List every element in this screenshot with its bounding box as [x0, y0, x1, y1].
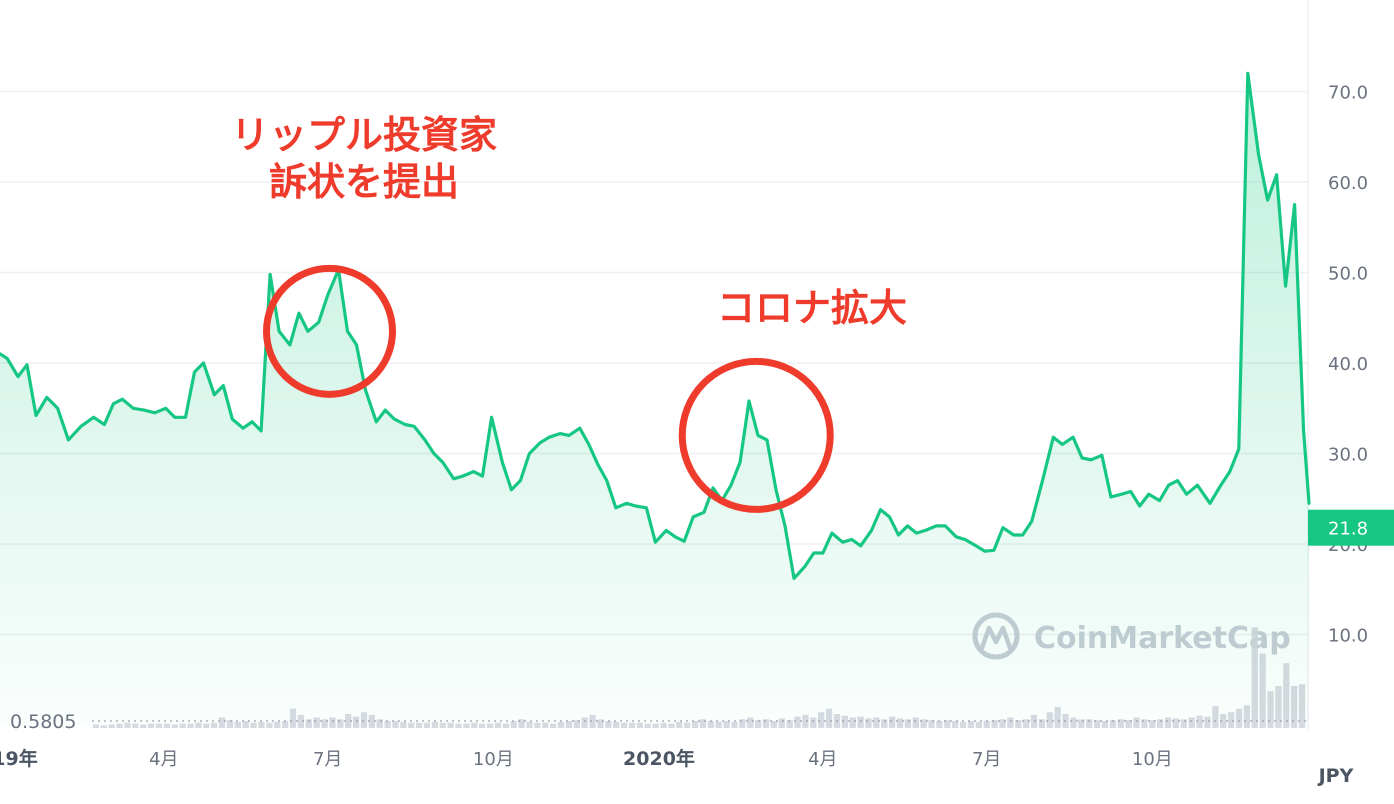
x-tick-label: 10月: [473, 749, 514, 770]
volume-bar: [132, 723, 139, 728]
volume-bar: [463, 723, 470, 728]
volume-bar: [660, 722, 667, 728]
volume-bar: [652, 723, 659, 728]
price-area-fill: [0, 73, 1309, 725]
volume-bar: [124, 722, 131, 728]
y-tick-label: 70.0: [1328, 83, 1368, 104]
y-tick-label: 50.0: [1328, 264, 1368, 285]
volume-bar: [147, 723, 155, 728]
volume-bar: [620, 722, 628, 728]
last-price-badge: [1308, 509, 1394, 546]
volume-bar: [416, 722, 423, 728]
axes: 10.020.030.040.050.060.070.00.580521.820…: [0, 83, 1394, 787]
min-price-label: 0.5805: [10, 711, 76, 733]
price-line: [0, 71, 1311, 580]
annotation-text: リップル投資家: [231, 113, 497, 157]
x-tick-label: 2019年: [0, 747, 38, 770]
x-tick-label: 10月: [1132, 749, 1173, 770]
volume-bar: [171, 724, 178, 728]
volume-bar: [644, 723, 651, 728]
volume-bar: [140, 724, 147, 728]
volume-bar: [636, 722, 644, 728]
x-tick-label: 7月: [972, 749, 1001, 770]
volume-bar: [486, 723, 494, 728]
volume-bar: [100, 725, 107, 728]
x-tick-label: 2020年: [623, 747, 695, 770]
volume-bar: [502, 723, 510, 728]
volume-bar: [250, 722, 257, 728]
volume-bar: [155, 723, 163, 728]
x-tick-label: 4月: [808, 749, 837, 770]
x-tick-label: 7月: [313, 749, 342, 770]
volume-bar: [494, 722, 502, 728]
annotation-circle: [263, 264, 397, 398]
last-price-label: 21.8: [1328, 519, 1368, 540]
volume-bar: [116, 723, 123, 728]
volume-bar: [187, 723, 194, 728]
x-tick-label: 4月: [149, 749, 178, 770]
y-tick-label: 30.0: [1328, 445, 1368, 466]
y-tick-label: 60.0: [1328, 173, 1368, 194]
y-tick-label: 10.0: [1328, 626, 1368, 647]
volume-bar: [534, 722, 541, 728]
volume-bar: [203, 723, 210, 728]
volume-bar: [211, 722, 218, 728]
currency-label: JPY: [1317, 765, 1354, 787]
volume-bar: [266, 722, 273, 728]
volume-bar: [447, 722, 454, 728]
volume-bar: [479, 723, 486, 728]
volume-bar: [439, 722, 446, 728]
volume-bar: [455, 723, 462, 728]
annotation-text: コロナ拡大: [717, 286, 907, 330]
y-tick-label: 40.0: [1328, 354, 1368, 375]
annotation-circle: [678, 357, 834, 513]
annotation-text: 訴状を提出: [269, 160, 459, 204]
volume-bar: [108, 724, 115, 728]
price-area: [0, 71, 1311, 725]
volume-bar: [550, 723, 557, 728]
volume-bar: [668, 723, 675, 728]
volume-bar: [628, 722, 636, 728]
volume-bar: [542, 722, 549, 728]
volume-bar: [92, 724, 100, 728]
volume-bar: [471, 722, 478, 728]
volume-bar: [408, 722, 415, 728]
volume-bar: [195, 722, 202, 728]
volume-bar: [179, 723, 186, 728]
volume-bar: [684, 722, 691, 728]
volume-bar: [423, 722, 431, 728]
volume-bar: [163, 723, 171, 728]
